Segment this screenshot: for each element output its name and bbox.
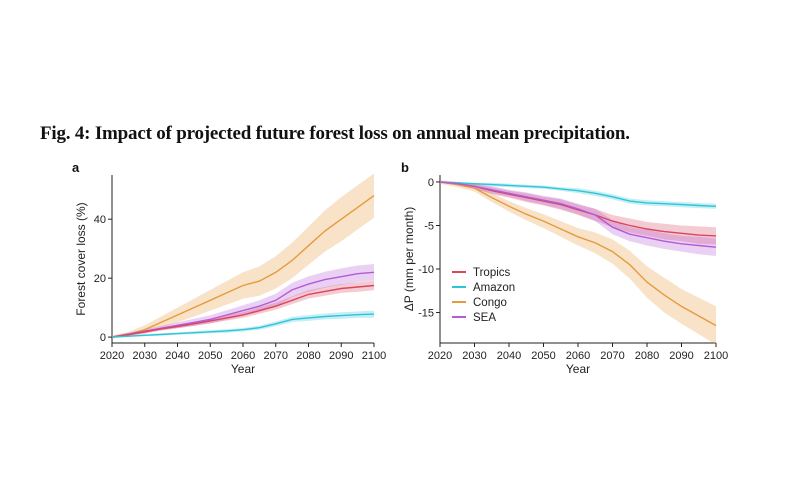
figure-title: Fig. 4: Impact of projected future fores… xyxy=(40,123,630,144)
x-tick-label: 2050 xyxy=(198,350,222,362)
y-tick-label: 0 xyxy=(100,332,106,344)
x-tick-label: 2060 xyxy=(566,350,590,362)
series-line-amazon xyxy=(111,313,375,338)
x-tick-label: 2050 xyxy=(531,350,555,362)
x-tick-label: 2070 xyxy=(264,350,288,362)
series-line-sea xyxy=(439,181,717,248)
legend-label-tropics: Tropics xyxy=(473,267,511,279)
x-tick-label: 2090 xyxy=(669,350,693,362)
legend-item-tropics: Tropics xyxy=(452,267,511,279)
series-band-amazon xyxy=(440,181,716,209)
series-line-congo xyxy=(111,195,375,338)
legend-label-congo: Congo xyxy=(473,297,507,309)
series-line-congo xyxy=(439,181,717,327)
x-tick-label: 2020 xyxy=(428,350,452,362)
y-tick-label: 0 xyxy=(428,177,434,189)
panel-b-label: b xyxy=(401,160,409,175)
y-tick-label: 20 xyxy=(94,273,106,285)
x-tick-label: 2020 xyxy=(100,350,124,362)
panel-a-label: a xyxy=(72,160,80,175)
series-line-amazon xyxy=(439,181,717,207)
y-tick-label: -5 xyxy=(424,220,434,232)
y-tick-label: -15 xyxy=(418,308,434,320)
series-line-tropics xyxy=(111,284,375,338)
legend-label-amazon: Amazon xyxy=(473,282,515,294)
x-axis-title: Year xyxy=(566,362,590,376)
x-tick-label: 2090 xyxy=(329,350,353,362)
x-tick-label: 2060 xyxy=(231,350,255,362)
x-tick-label: 2040 xyxy=(497,350,521,362)
y-tick-label: 40 xyxy=(94,214,106,226)
y-axis-title: Forest cover loss (%) xyxy=(74,202,88,315)
x-tick-label: 2080 xyxy=(296,350,320,362)
x-axis-title: Year xyxy=(231,362,255,376)
legend-label-sea: SEA xyxy=(473,312,496,324)
x-tick-label: 2030 xyxy=(462,350,486,362)
series-band-sea xyxy=(112,264,374,338)
x-tick-label: 2040 xyxy=(165,350,189,362)
legend-item-sea: SEA xyxy=(452,312,496,324)
x-tick-label: 2070 xyxy=(600,350,624,362)
x-tick-label: 2080 xyxy=(635,350,659,362)
x-tick-label: 2100 xyxy=(362,350,386,362)
legend-item-congo: Congo xyxy=(452,297,507,309)
x-tick-label: 2100 xyxy=(704,350,728,362)
y-axis-title: ΔP (mm per month) xyxy=(402,207,416,311)
y-tick-label: -10 xyxy=(418,264,434,276)
x-tick-label: 2030 xyxy=(133,350,157,362)
legend-item-amazon: Amazon xyxy=(452,282,515,294)
